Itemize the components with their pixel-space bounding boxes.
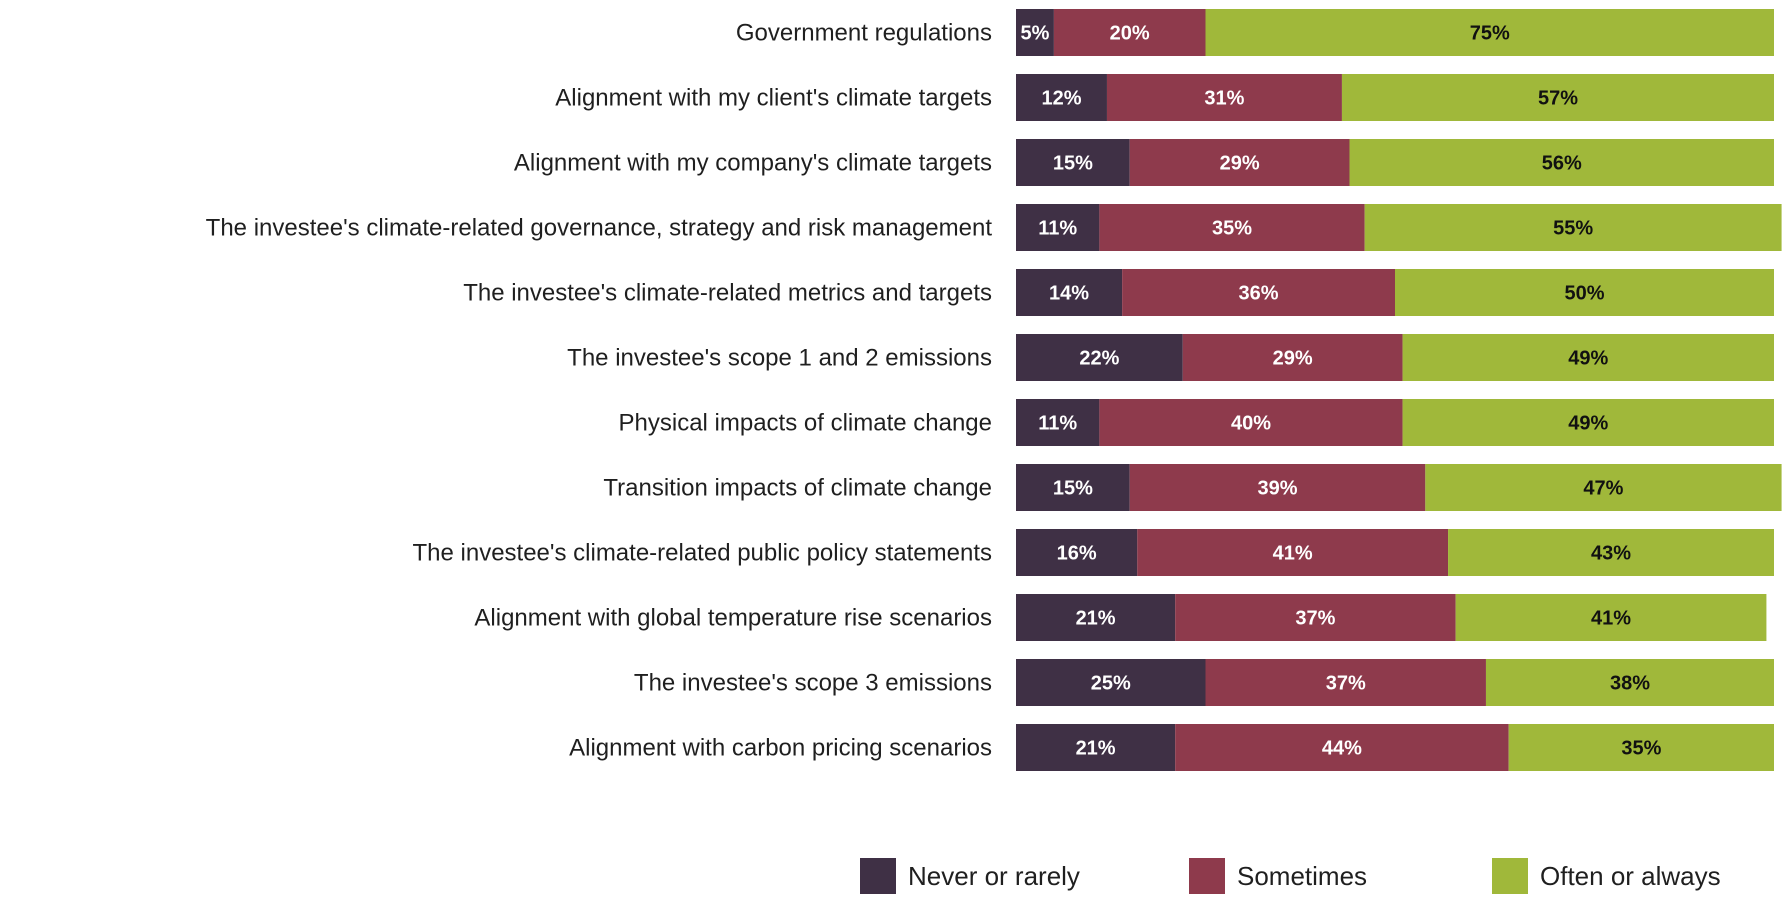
bar-segment (1016, 334, 1183, 381)
data-label: 14% (1049, 283, 1089, 305)
data-label: 57% (1538, 88, 1578, 110)
category-labels-group: Government regulations Alignment with my … (206, 20, 993, 762)
data-label: 22% (1079, 348, 1119, 370)
data-label: 40% (1231, 413, 1271, 435)
bar-segment (1129, 139, 1350, 186)
data-label: 29% (1273, 348, 1313, 370)
bar-segment (1508, 724, 1774, 771)
category-label: Physical impacts of climate change (619, 410, 993, 437)
data-label: 15% (1053, 153, 1093, 175)
category-label: Transition impacts of climate change (603, 475, 992, 502)
legend-swatch (1189, 858, 1225, 894)
category-label: Government regulations (736, 20, 992, 47)
bar-segment (1364, 204, 1782, 251)
bar-segment (1425, 464, 1782, 511)
data-label: 44% (1322, 738, 1362, 760)
category-label: The investee's scope 3 emissions (634, 670, 992, 697)
bar-segment (1182, 334, 1403, 381)
bar-segment (1205, 9, 1774, 56)
data-label: 11% (1038, 218, 1077, 240)
bar-segment (1016, 594, 1176, 641)
category-label: The investee's climate-related public po… (412, 540, 992, 567)
data-label: 75% (1470, 23, 1510, 45)
legend-label: Sometimes (1237, 861, 1367, 891)
data-label: 31% (1204, 88, 1244, 110)
category-label: The investee's climate-related metrics a… (463, 280, 992, 307)
bar-segment (1016, 139, 1130, 186)
bar-segment (1175, 594, 1456, 641)
bar-segment (1016, 204, 1100, 251)
bar-segment (1395, 269, 1774, 316)
bar-segment (1106, 74, 1342, 121)
data-label: 37% (1326, 673, 1366, 695)
bar-segment (1137, 529, 1449, 576)
data-label: 15% (1053, 478, 1093, 500)
bar-segment (1349, 139, 1774, 186)
data-label: 21% (1076, 608, 1116, 630)
data-label: 38% (1610, 673, 1650, 695)
category-label: Alignment with carbon pricing scenarios (569, 735, 992, 762)
data-label: 36% (1239, 283, 1279, 305)
data-label: 56% (1542, 153, 1582, 175)
data-label: 55% (1553, 218, 1593, 240)
bar-segment (1448, 529, 1774, 576)
bar-segment (1129, 464, 1426, 511)
bar-segment (1175, 724, 1509, 771)
bar-segment (1016, 74, 1107, 121)
data-label: 43% (1591, 543, 1631, 565)
legend-label: Often or always (1540, 861, 1721, 891)
data-label: 49% (1568, 413, 1608, 435)
bar-segment (1016, 399, 1100, 446)
data-label: 12% (1041, 88, 1081, 110)
category-label: Alignment with global temperature rise s… (474, 605, 992, 632)
bar-segment (1205, 659, 1486, 706)
bar-segment (1485, 659, 1774, 706)
bar-segment (1455, 594, 1767, 641)
data-label: 29% (1220, 153, 1260, 175)
bar-segment (1122, 269, 1395, 316)
bar-segment (1053, 9, 1206, 56)
bar-segment (1402, 399, 1774, 446)
legend-swatch (860, 858, 896, 894)
data-label: 50% (1564, 283, 1604, 305)
bar-segment (1016, 659, 1206, 706)
category-label: Alignment with my company's climate targ… (514, 150, 992, 177)
data-label: 41% (1273, 543, 1313, 565)
data-label: 35% (1621, 738, 1661, 760)
bar-segment (1016, 724, 1176, 771)
data-label: 11% (1038, 413, 1077, 435)
category-label: The investee's scope 1 and 2 emissions (567, 345, 992, 372)
data-label: 37% (1295, 608, 1335, 630)
data-label: 35% (1212, 218, 1252, 240)
data-label: 20% (1110, 23, 1150, 45)
data-label: 49% (1568, 348, 1608, 370)
category-label: The investee's climate-related governanc… (206, 215, 993, 242)
legend-swatch (1492, 858, 1528, 894)
legend: Never or rarely Sometimes Often or always (860, 858, 1721, 894)
data-label: 16% (1057, 543, 1097, 565)
data-label: 39% (1257, 478, 1297, 500)
data-label: 41% (1591, 608, 1631, 630)
bar-segment (1016, 9, 1054, 56)
bar-segment (1341, 74, 1774, 121)
bar-segment (1099, 204, 1365, 251)
bars-group: 5% 20% 75% 12% 31% 57% 15% 29% 56% 11% 35% 55% 14% 36… (1016, 9, 1782, 771)
category-label: Alignment with my client's climate targe… (555, 85, 992, 112)
data-label: 21% (1076, 738, 1116, 760)
bar-segment (1402, 334, 1774, 381)
bar-segment (1099, 399, 1403, 446)
data-label: 5% (1020, 23, 1049, 45)
bar-segment (1016, 464, 1130, 511)
data-label: 25% (1091, 673, 1131, 695)
data-label: 47% (1583, 478, 1623, 500)
bar-segment (1016, 269, 1123, 316)
bar-segment (1016, 529, 1138, 576)
legend-label: Never or rarely (908, 861, 1080, 891)
